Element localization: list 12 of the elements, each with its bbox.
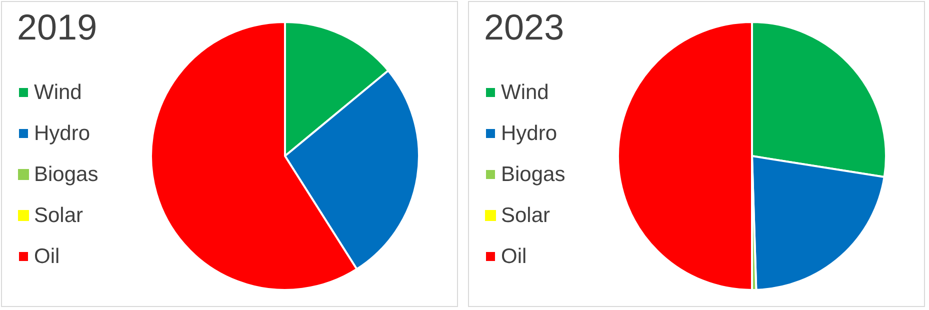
legend-label: Hydro bbox=[34, 122, 90, 145]
legend-label: Oil bbox=[34, 245, 60, 268]
legend-label: Solar bbox=[34, 204, 84, 227]
legend-label: Hydro bbox=[501, 122, 558, 145]
chart-title: 2023 bbox=[484, 6, 564, 48]
chart-title: 2019 bbox=[17, 6, 98, 48]
legend-label: Biogas bbox=[34, 163, 98, 186]
legend-label: Wind bbox=[34, 81, 82, 104]
legend-label: Wind bbox=[501, 81, 549, 104]
legend-label: Solar bbox=[501, 204, 550, 227]
legend-label: Oil bbox=[501, 245, 527, 268]
legend-label: Biogas bbox=[501, 163, 566, 186]
